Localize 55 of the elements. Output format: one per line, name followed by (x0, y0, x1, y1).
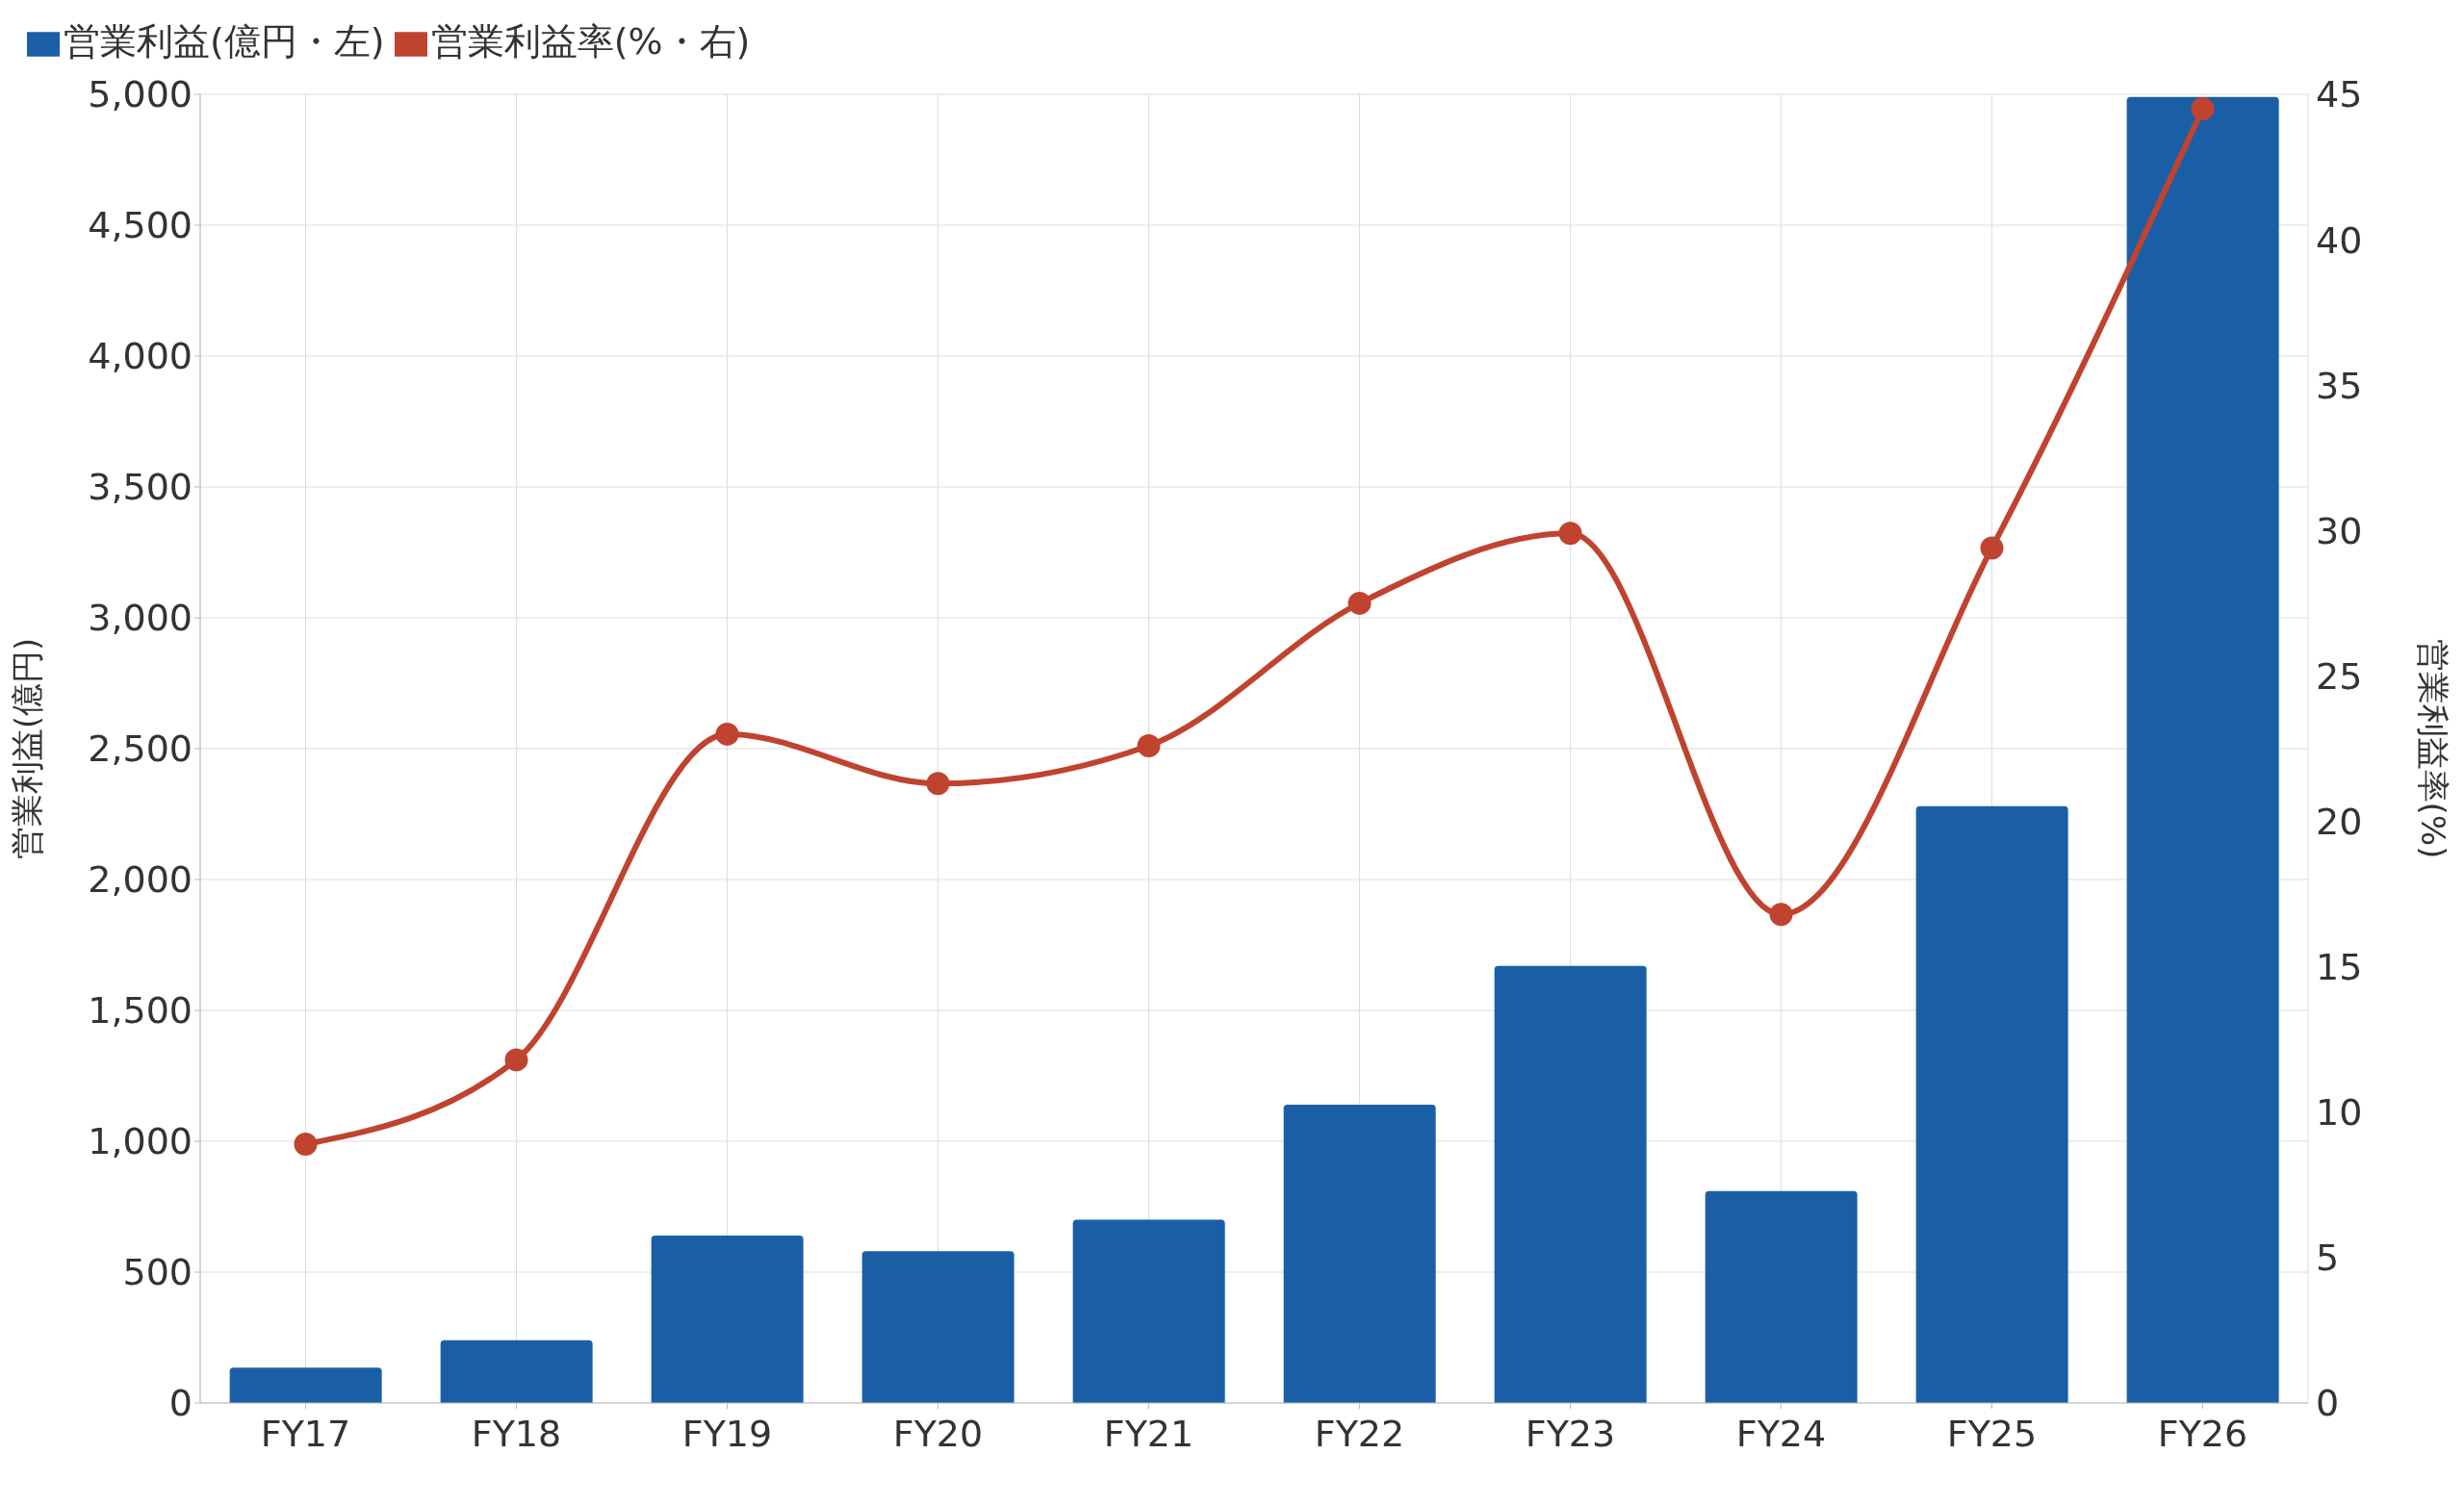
point (715, 722, 739, 746)
y-tick-label: 1,500 (88, 989, 192, 1033)
x-tick-label: FY18 (471, 1412, 562, 1455)
legend-label: 営業利益率(%・右) (430, 20, 751, 63)
y-tick-label: 4,500 (88, 204, 192, 247)
y-tick-label: 5,000 (88, 73, 192, 116)
x-tick-label: FY23 (1525, 1412, 1616, 1455)
x-tick-label: FY21 (1103, 1412, 1194, 1455)
y2-axis-title: 営業利益率(%) (2413, 638, 2452, 859)
y-axis-title: 営業利益(億円) (8, 637, 47, 860)
y2-tick-label: 0 (2316, 1382, 2340, 1425)
x-tick-label: FY24 (1735, 1412, 1827, 1455)
bar (1705, 1190, 1858, 1403)
y2-tick-label: 35 (2316, 364, 2363, 407)
y2-tick-label: 25 (2316, 654, 2363, 698)
point (1769, 903, 1793, 927)
point (1348, 591, 1372, 615)
y2-tick-label: 45 (2316, 73, 2363, 116)
y-tick-label: 1,000 (88, 1120, 192, 1163)
y2-tick-label: 30 (2316, 509, 2363, 552)
y2-tick-label: 20 (2316, 801, 2363, 844)
legend-label: 営業利益(億円・左) (64, 20, 385, 63)
y2-tick-label: 40 (2316, 218, 2363, 262)
x-tick-label: FY20 (892, 1412, 984, 1455)
point (1558, 522, 1582, 546)
point (2191, 97, 2215, 121)
bar (229, 1367, 382, 1403)
y2-tick-label: 15 (2316, 946, 2363, 989)
point (1980, 536, 2004, 560)
x-tick-label: FY19 (681, 1412, 773, 1455)
y-tick-label: 2,000 (88, 858, 192, 902)
x-tick-label: FY26 (2157, 1412, 2248, 1455)
bar (861, 1251, 1014, 1403)
y-tick-label: 0 (168, 1382, 192, 1425)
y2-tick-label: 10 (2316, 1091, 2363, 1135)
x-tick-label: FY17 (260, 1412, 351, 1455)
x-tick-label: FY22 (1314, 1412, 1405, 1455)
y-tick-label: 3,000 (88, 597, 192, 640)
bar (1072, 1219, 1225, 1403)
bar (2126, 96, 2279, 1403)
y2-tick-label: 5 (2316, 1237, 2340, 1280)
y-tick-label: 500 (122, 1251, 192, 1294)
y-tick-label: 4,000 (88, 335, 192, 378)
point (504, 1048, 528, 1072)
x-tick-label: FY25 (1946, 1412, 2038, 1455)
bar (440, 1339, 593, 1403)
bar (1915, 805, 2068, 1403)
point (1137, 733, 1161, 757)
point (926, 772, 950, 796)
y-tick-label: 2,500 (88, 727, 192, 771)
bar (1494, 965, 1647, 1403)
y-tick-label: 3,500 (88, 466, 192, 509)
bar (651, 1235, 804, 1403)
point (294, 1133, 318, 1157)
bar (1283, 1104, 1436, 1403)
